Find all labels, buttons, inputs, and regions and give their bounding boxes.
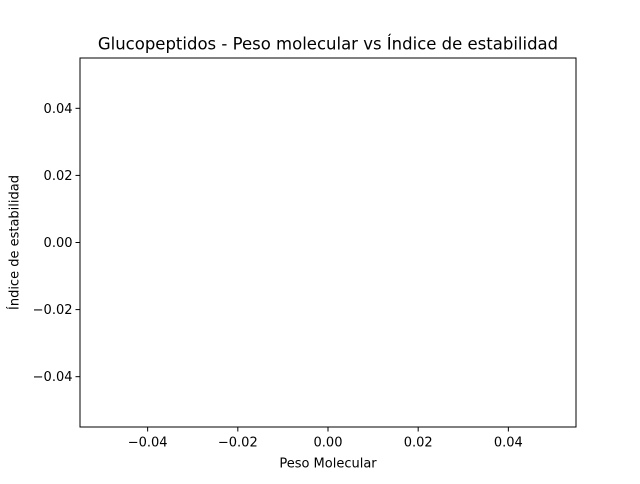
x-tick-label: 0.02 [404, 436, 433, 451]
x-tick-label: −0.02 [218, 436, 258, 451]
y-axis: −0.04 −0.02 0.00 0.02 0.04 [33, 102, 80, 385]
y-axis-label: Índice de estabilidad [7, 175, 23, 310]
chart-title: Glucopeptidos - Peso molecular vs Índice… [98, 35, 558, 54]
y-tick-label: 0.02 [44, 169, 73, 184]
y-tick-label: 0.00 [44, 236, 73, 251]
x-tick-label: 0.00 [314, 436, 343, 451]
x-axis: −0.04 −0.02 0.00 0.02 0.04 [128, 427, 523, 451]
y-tick-label: −0.02 [33, 303, 73, 318]
x-axis-label: Peso Molecular [279, 457, 377, 472]
y-tick-label: −0.04 [33, 370, 73, 385]
x-tick-label: −0.04 [128, 436, 168, 451]
x-tick-label: 0.04 [494, 436, 523, 451]
y-tick-label: 0.04 [44, 102, 73, 117]
